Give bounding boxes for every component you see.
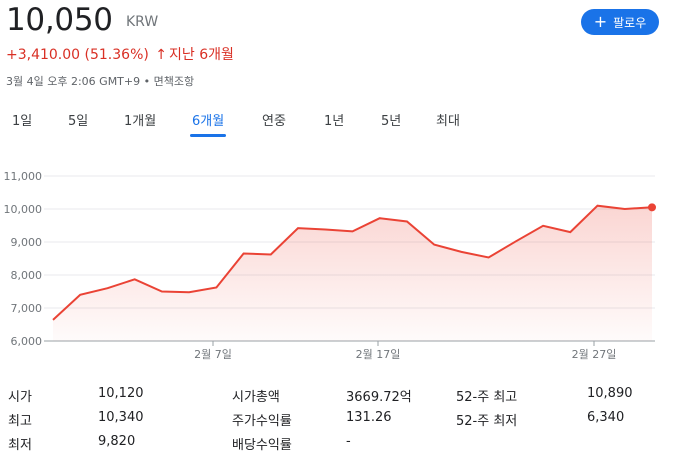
stat-label-open: 시가 [8,390,32,405]
tab-1y[interactable]: 1년 [324,114,345,129]
stat-label-pe-ratio: 주가수익률 [232,414,292,429]
y-tick-label: 7,000 [11,302,43,315]
stat-label-52w-low: 52-주 최저 [456,414,518,429]
stat-label-low: 최저 [8,438,32,453]
x-tick-label: 2월 17일 [356,347,401,361]
y-tick-label: 8,000 [11,269,43,282]
tab-1d[interactable]: 1일 [12,114,33,129]
tab-5y[interactable]: 5년 [381,114,402,129]
stat-label-52w-high: 52-주 최고 [456,390,518,405]
stat-value-pe-ratio: 131.26 [346,410,392,425]
tab-max[interactable]: 최대 [436,114,460,129]
tab-ytd[interactable]: 연중 [262,114,286,129]
y-tick-label: 10,000 [4,203,43,216]
y-tick-label: 9,000 [11,236,43,249]
x-axis: 2월 7일 2월 17일 2월 27일 [194,341,616,361]
follow-label: 팔로우 [613,15,647,30]
stat-value-open: 10,120 [98,386,144,401]
stat-value-market-cap: 3669.72억 [346,390,412,405]
tab-6m[interactable]: 6개월 [189,108,227,137]
arrow-up-icon: ↑ [155,47,168,63]
price-change: +3,410.00 (51.36%) ↑ 지난 6개월 [6,44,234,64]
time-range-tabs: 1일 5일 1개월 6개월 연중 1년 5년 최대 [0,108,683,138]
stat-label-dividend-yield: 배당수익률 [232,438,292,453]
price-line [52,204,653,321]
stock-price: 10,050 [6,2,113,38]
tab-5d[interactable]: 5일 [68,114,89,129]
stat-label-market-cap: 시가총액 [232,390,280,405]
change-value: +3,410.00 (51.36%) [6,47,149,63]
price-area [53,205,652,341]
x-tick-label: 2월 27일 [572,347,617,361]
change-period: 지난 6개월 [169,47,234,63]
currency-label: KRW [126,14,159,30]
stat-value-low: 9,820 [98,434,136,449]
stat-value-dividend-yield: - [346,434,351,449]
stat-label-high: 최고 [8,414,32,429]
stats-table: 시가 10,120 최고 10,340 최저 9,820 시가총액 3669.7… [0,378,683,453]
stat-value-52w-low: 6,340 [587,410,625,425]
follow-button[interactable]: + 팔로우 [581,9,659,35]
plus-icon: + [593,12,608,31]
y-axis-labels: 11,000 10,000 9,000 8,000 7,000 6,000 [4,170,43,348]
x-tick-label: 2월 7일 [194,347,232,361]
stat-value-52w-high: 10,890 [587,386,633,401]
timestamp-disclaimer: 3월 4일 오후 2:06 GMT+9 • 면책조항 [6,75,195,88]
y-tick-label: 6,000 [11,335,43,348]
y-tick-label: 11,000 [4,170,43,183]
stat-value-high: 10,340 [98,410,144,425]
tab-1m[interactable]: 1개월 [124,114,157,129]
last-price-dot [648,203,656,212]
